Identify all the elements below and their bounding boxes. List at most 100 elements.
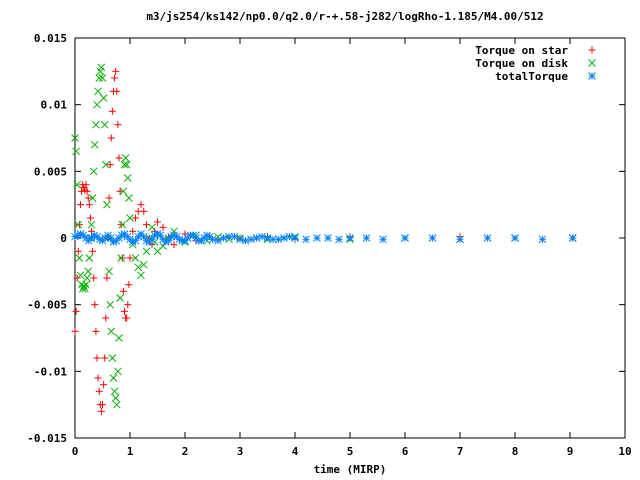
data-point-series-1 (72, 147, 80, 156)
data-point-series-1 (122, 160, 131, 169)
data-point-series-1 (118, 220, 127, 229)
data-point-series-1 (134, 263, 143, 272)
data-point-series-0 (126, 254, 134, 262)
data-point-series-0 (102, 314, 110, 322)
data-point-series-0 (111, 74, 119, 82)
data-point-series-2 (568, 234, 577, 242)
legend-label: totalTorque (495, 70, 568, 83)
axis-ticks: 0 1 2 3 4 5 6 7 8 9 10 -0.015 -0.01 -0.005 0 0.005 0.01 0… (27, 32, 631, 458)
data-point-series-1 (139, 260, 148, 269)
data-point-series-1 (111, 394, 120, 402)
data-point-series-2 (219, 234, 228, 242)
legend-marker (588, 46, 596, 54)
data-point-series-1 (85, 254, 94, 262)
data-point-series-1 (137, 271, 145, 280)
data-point-series-2 (280, 234, 288, 242)
x-tick-label: 9 (567, 445, 574, 458)
data-point-series-0 (125, 281, 133, 289)
data-point-series-1 (87, 220, 96, 229)
data-point-series-2 (362, 234, 371, 242)
data-point-series-1 (73, 180, 82, 189)
data-point-series-0 (88, 227, 95, 235)
data-point-series-2 (291, 234, 299, 242)
data-point-series-0 (129, 227, 137, 235)
data-point-series-0 (71, 327, 79, 335)
data-point-series-0 (101, 354, 109, 362)
data-point-series-1 (107, 327, 116, 336)
data-point-series-0 (83, 187, 91, 195)
data-point-series-0 (72, 307, 80, 315)
data-point-series-0 (119, 287, 127, 295)
data-point-series-0 (95, 387, 103, 395)
data-point-series-1 (109, 374, 118, 382)
legend-marker (588, 59, 596, 67)
data-point-series-1 (112, 400, 121, 409)
data-point-series-0 (124, 301, 132, 309)
data-point-series-1 (90, 140, 99, 149)
data-point-series-0 (118, 254, 126, 262)
data-point-series-0 (137, 201, 145, 209)
data-point-series-0 (112, 67, 120, 75)
data-point-series-1 (82, 280, 90, 289)
y-tick-label: -0.01 (34, 365, 67, 378)
data-point-series-0 (159, 223, 167, 231)
data-point-series-1 (119, 187, 128, 196)
data-point-series-1 (121, 154, 130, 162)
data-point-series-0 (94, 374, 102, 382)
data-point-series-0 (75, 221, 83, 229)
data-point-series-2 (274, 235, 283, 244)
data-point-series-2 (263, 234, 272, 242)
data-point-series-1 (79, 282, 88, 290)
data-point-series-1 (83, 274, 91, 282)
data-point-series-2 (483, 234, 492, 242)
data-points (71, 63, 577, 415)
data-point-series-1 (94, 87, 102, 96)
data-point-series-2 (538, 235, 547, 244)
data-point-series-0 (132, 214, 139, 222)
data-point-series-2 (285, 232, 294, 241)
data-point-series-1 (100, 120, 109, 129)
data-point-series-1 (92, 120, 100, 129)
data-point-series-2 (236, 235, 244, 244)
x-tick-label: 7 (457, 445, 464, 458)
data-point-series-1 (89, 167, 98, 176)
y-tick-label: 0.005 (34, 165, 67, 178)
data-point-series-1 (110, 387, 119, 396)
y-tick-label: 0 (60, 232, 67, 245)
data-point-series-0 (103, 274, 111, 282)
data-point-series-0 (91, 301, 99, 309)
data-point-series-1 (116, 294, 124, 302)
data-point-series-2 (335, 235, 343, 244)
legend-marker (588, 72, 596, 80)
data-point-series-2 (247, 235, 255, 244)
data-point-series-0 (114, 121, 122, 129)
data-point-series-0 (181, 230, 189, 238)
y-tick-label: -0.015 (27, 432, 67, 445)
data-point-series-1 (71, 134, 79, 142)
data-point-series-0 (90, 274, 98, 282)
data-point-series-1 (123, 174, 132, 182)
data-point-series-1 (125, 194, 133, 202)
data-point-series-1 (148, 223, 156, 232)
data-point-series-0 (74, 247, 82, 255)
data-point-series-0 (99, 401, 106, 409)
data-point-series-0 (106, 161, 114, 169)
data-point-series-2 (258, 232, 266, 241)
data-point-series-0 (85, 201, 93, 209)
data-point-series-0 (116, 187, 124, 195)
data-point-series-0 (115, 154, 123, 162)
data-point-series-2 (428, 234, 437, 242)
x-tick-label: 4 (292, 445, 299, 458)
data-point-series-2 (379, 235, 387, 244)
x-tick-label: 2 (182, 445, 189, 458)
data-point-series-0 (92, 327, 100, 335)
x-tick-label: 5 (347, 445, 354, 458)
data-point-series-0 (93, 354, 101, 362)
data-point-series-1 (120, 160, 129, 169)
data-point-series-2 (208, 235, 217, 244)
data-point-series-1 (108, 354, 117, 362)
data-point-series-0 (89, 247, 97, 255)
data-point-series-1 (98, 74, 107, 82)
